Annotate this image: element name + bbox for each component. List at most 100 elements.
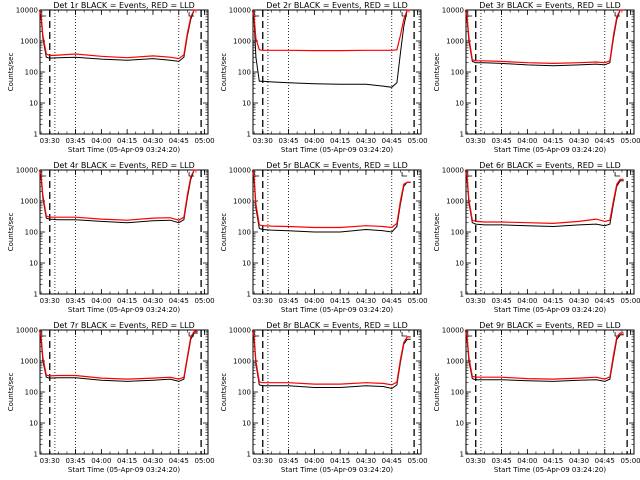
y-tick-label: 1 [247,291,251,299]
x-tick-label: 04:30 [143,457,163,465]
x-axis-label: Start Time (05-Apr-09 03:24:20) [281,466,393,474]
series-line-events [464,329,624,382]
y-tick-label: 100 [238,69,251,77]
x-tick-label: 03:30 [466,137,486,145]
x-tick-label: 03:30 [253,457,273,465]
y-axis-label: Counts/sec [220,53,228,92]
y-tick-label: 10 [29,100,38,108]
y-tick-label: 100 [25,229,38,237]
x-tick-label: 04:15 [117,297,137,305]
x-tick-label: 04:00 [91,297,111,305]
y-tick-label: 100 [451,389,464,397]
y-axis-label: Counts/sec [433,53,441,92]
y-tick-label: 100 [238,389,251,397]
series-line-lld [38,9,198,60]
panel-title: Det 2r BLACK = Events, RED = LLD [266,1,408,10]
x-tick-label: 03:45 [278,457,298,465]
panel-title: Det 6r BLACK = Events, RED = LLD [479,161,621,170]
y-tick-label: 10000 [16,167,38,175]
x-tick-label: 05:00 [194,457,214,465]
x-tick-label: 03:45 [491,457,511,465]
series-line-events [251,169,411,233]
x-tick-label: 04:45 [169,297,189,305]
x-tick-label: 05:00 [407,137,427,145]
y-tick-label: 10000 [16,7,38,15]
y-tick-label: 10000 [229,327,251,335]
y-tick-label: 10 [242,260,251,268]
plot-frame [252,9,422,135]
panel-title: Det 8r BLACK = Events, RED = LLD [266,321,408,330]
y-tick-label: 1 [460,451,464,459]
x-tick-label: 03:45 [65,297,85,305]
saa-marker [466,172,473,177]
series-line-events [38,9,198,62]
panel-det-4: Det 4r BLACK = Events, RED = LLD 1 10 100 10… [7,161,215,314]
x-tick-label: 03:45 [65,457,85,465]
series-line-events [464,169,624,228]
x-axis-label: Start Time (05-Apr-09 03:24:20) [281,306,393,314]
panel-title: Det 7r BLACK = Events, RED = LLD [53,321,195,330]
x-axis-label: Start Time (05-Apr-09 03:24:20) [68,466,180,474]
y-tick-label: 100 [25,389,38,397]
x-tick-label: 05:00 [194,137,214,145]
panel-det-9: Det 9r BLACK = Events, RED = LLD 1 10 100 10… [433,321,640,474]
x-tick-label: 04:00 [304,137,324,145]
panel-title: Det 9r BLACK = Events, RED = LLD [479,321,621,330]
panel-det-5: Det 5r BLACK = Events, RED = LLD 1 10 100 10… [220,161,428,314]
saa-marker [466,332,473,337]
panel-det-3: Det 3r BLACK = Events, RED = LLD 1 10 100 10… [433,1,640,154]
y-tick-label: 1 [460,131,464,139]
y-tick-label: 100 [451,229,464,237]
y-tick-label: 10 [455,420,464,428]
y-axis-label: Counts/sec [433,373,441,412]
series-line-lld [38,329,198,380]
x-tick-label: 04:30 [143,137,163,145]
x-tick-label: 04:30 [143,297,163,305]
plot-frame [465,169,635,295]
x-tick-label: 03:30 [40,137,60,145]
x-tick-label: 05:00 [620,297,640,305]
x-tick-label: 04:15 [117,137,137,145]
saa-marker [401,172,408,177]
x-tick-label: 04:45 [595,137,615,145]
y-tick-label: 1 [460,291,464,299]
plot-frame [252,329,422,455]
saa-marker [614,332,621,337]
y-tick-label: 10000 [442,7,464,15]
panel-title: Det 5r BLACK = Events, RED = LLD [266,161,408,170]
x-tick-label: 03:30 [466,297,486,305]
saa-marker [401,332,408,337]
plot-frame [39,9,209,135]
x-tick-label: 04:00 [304,297,324,305]
y-tick-label: 1 [247,131,251,139]
series-line-events [38,169,198,224]
series-line-lld [464,329,624,380]
y-tick-label: 10 [29,260,38,268]
x-tick-label: 04:30 [569,457,589,465]
saa-marker [253,172,260,177]
x-tick-label: 03:30 [40,457,60,465]
x-tick-label: 03:30 [253,297,273,305]
x-tick-label: 04:45 [382,457,402,465]
x-tick-label: 05:00 [407,457,427,465]
y-tick-label: 100 [25,69,38,77]
y-tick-label: 10 [455,260,464,268]
panel-title: Det 1r BLACK = Events, RED = LLD [53,1,195,10]
y-tick-label: 10 [455,100,464,108]
y-tick-label: 10000 [442,167,464,175]
x-tick-label: 04:00 [91,457,111,465]
x-tick-label: 04:00 [517,457,537,465]
series-line-events [251,9,411,88]
saa-marker [466,12,473,17]
panel-det-6: Det 6r BLACK = Events, RED = LLD 1 10 100 10… [433,161,640,314]
y-tick-label: 1000 [446,198,464,206]
y-tick-label: 1 [34,291,38,299]
series-line-lld [38,169,198,221]
plot-frame [465,329,635,455]
x-tick-label: 05:00 [407,297,427,305]
y-tick-label: 1000 [446,38,464,46]
y-tick-label: 100 [238,229,251,237]
x-tick-label: 04:00 [304,457,324,465]
x-tick-label: 05:00 [620,457,640,465]
series-line-events [38,329,198,382]
